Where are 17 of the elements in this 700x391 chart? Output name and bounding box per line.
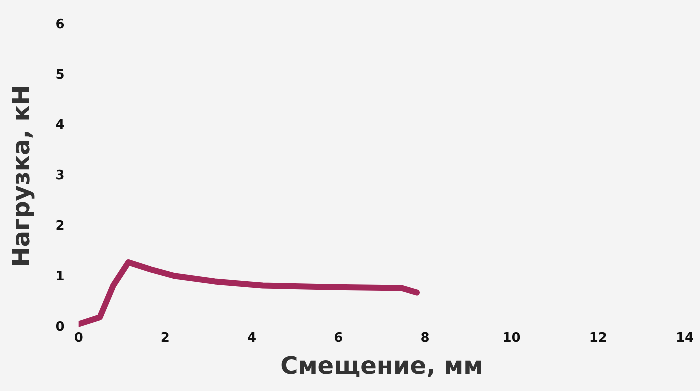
- y-tick-label: 6: [56, 17, 65, 32]
- y-tick-label: 2: [56, 219, 65, 234]
- x-tick-label: 2: [160, 330, 170, 346]
- x-tick-label: 6: [334, 330, 344, 346]
- x-tick-label: 4: [248, 330, 257, 346]
- x-tick-label: 8: [420, 330, 430, 346]
- x-tick-label: 12: [589, 330, 608, 346]
- y-tick-label: 5: [56, 68, 65, 83]
- y-tick-label: 3: [56, 168, 65, 184]
- y-tick-label: 0: [56, 320, 65, 335]
- y-axis-title: Нагрузка, кН: [8, 85, 36, 268]
- x-axis-title: Смещение, мм: [280, 352, 484, 380]
- x-tick-label: 0: [74, 330, 84, 346]
- y-tick-label: 4: [56, 118, 65, 134]
- y-tick-label: 1: [56, 270, 65, 285]
- x-tick-label: 14: [676, 330, 694, 346]
- x-tick-label: 10: [502, 330, 521, 346]
